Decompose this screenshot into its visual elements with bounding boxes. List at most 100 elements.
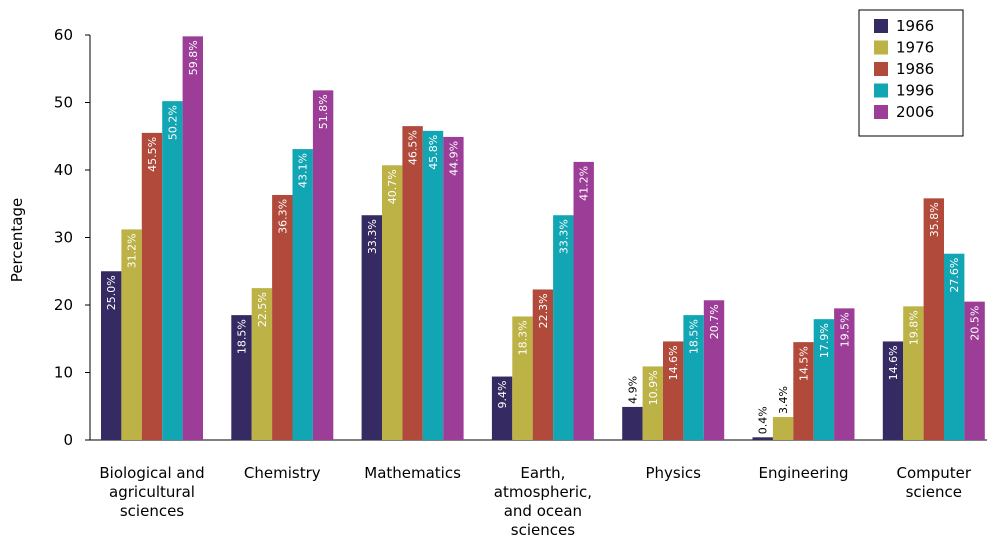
category-label-line: Earth,: [520, 464, 565, 482]
data-label: 46.5%: [407, 130, 420, 165]
data-label: 27.6%: [948, 258, 961, 293]
bar: [683, 315, 704, 440]
bar: [251, 288, 273, 440]
bar: [512, 316, 533, 440]
data-label: 20.5%: [969, 306, 982, 341]
data-label: 35.8%: [928, 202, 941, 237]
bar: [573, 161, 594, 440]
data-label: 36.3%: [276, 199, 289, 234]
data-label: 19.8%: [907, 310, 920, 345]
data-label: 40.7%: [386, 169, 399, 204]
category-label-line: sciences: [511, 521, 575, 539]
bar: [663, 341, 684, 440]
bar: [772, 417, 794, 440]
legend-label: 2006: [896, 103, 934, 121]
data-label: 14.6%: [667, 345, 680, 380]
bar: [553, 215, 574, 440]
bar: [292, 149, 313, 440]
data-label: 18.5%: [236, 319, 249, 354]
data-label: 59.8%: [187, 40, 200, 75]
data-label: 14.6%: [887, 345, 900, 380]
bar: [312, 90, 334, 440]
data-label: 0.4%: [757, 406, 770, 434]
category-label: Earth, atmospheric, and ocean sciences: [494, 464, 592, 539]
bar: [422, 130, 444, 440]
data-label: 43.1%: [297, 153, 310, 188]
plot-area: 0 10 20 30 40 50 60 25.0% 18.5% 33.3% 9.4% 4.9% 0.4%…: [54, 26, 987, 539]
bar: [813, 319, 835, 440]
bar: [382, 165, 403, 440]
bar: [532, 289, 554, 440]
bar: [182, 36, 203, 440]
data-label: 45.8%: [427, 135, 440, 170]
data-label: 20.7%: [708, 304, 721, 339]
bar: [793, 342, 814, 440]
data-label: 22.5%: [256, 292, 269, 327]
bar: [834, 308, 855, 440]
category-label: Computer science: [897, 464, 972, 501]
data-label: 17.9%: [818, 323, 831, 358]
bar: [231, 315, 252, 440]
legend-swatch: [874, 83, 888, 98]
legend-swatch: [874, 19, 888, 33]
category-label-line: Chemistry: [244, 464, 321, 482]
data-label: 3.4%: [777, 386, 790, 414]
category-label-line: Engineering: [759, 464, 849, 482]
bar: [923, 198, 944, 440]
legend-label: 1996: [896, 82, 934, 100]
data-label: 14.5%: [798, 346, 811, 381]
bar: [642, 366, 663, 440]
data-label: 4.9%: [626, 376, 639, 404]
bar: [361, 215, 382, 440]
legend-swatch: [874, 105, 888, 119]
data-label: 33.3%: [366, 219, 379, 254]
legend-label: 1976: [896, 39, 934, 57]
data-label: 50.2%: [166, 105, 179, 140]
category-label-line: agricultural: [109, 483, 195, 501]
y-tick-label: 60: [54, 26, 73, 44]
legend-label: 1986: [896, 60, 934, 78]
data-label: 41.2%: [578, 166, 591, 201]
data-label: 22.3%: [537, 293, 550, 328]
y-tick-label: 40: [54, 161, 73, 179]
y-tick-label: 50: [54, 94, 73, 112]
bar: [903, 306, 924, 440]
data-label: 25.0%: [105, 275, 118, 310]
y-axis-label: Percentage: [8, 198, 26, 282]
category-label: Biological and agricultural sciences: [99, 464, 204, 520]
data-label: 33.3%: [557, 219, 570, 254]
bar: [491, 376, 513, 440]
category-label-line: and ocean: [504, 502, 582, 520]
legend-swatch: [874, 40, 888, 55]
category-label-line: atmospheric,: [494, 483, 592, 501]
legend-label: 1966: [896, 17, 934, 35]
category-label-line: sciences: [120, 502, 184, 520]
bar: [622, 406, 643, 440]
data-label: 31.2%: [126, 233, 139, 268]
bar: [944, 253, 965, 440]
bar: [272, 194, 293, 440]
y-tick-label: 30: [54, 229, 73, 247]
legend-swatch: [874, 62, 888, 76]
category-label-line: Biological and: [99, 464, 204, 482]
category-label: Chemistry: [244, 464, 321, 482]
data-label: 44.9%: [447, 141, 460, 176]
bar: [703, 300, 725, 440]
bar: [402, 126, 423, 440]
bar: [141, 132, 163, 440]
bar: [162, 101, 183, 441]
category-label: Engineering: [759, 464, 849, 482]
bar: [882, 341, 904, 440]
category-label-line: Computer: [897, 464, 972, 482]
data-label: 18.3%: [517, 320, 530, 355]
data-label: 18.5%: [688, 319, 701, 354]
category-label: Physics: [645, 464, 701, 482]
category-label-line: Mathematics: [364, 464, 461, 482]
y-tick-label: 0: [63, 431, 73, 449]
category-label-line: science: [906, 483, 962, 501]
bar: [101, 271, 122, 440]
data-label: 45.5%: [146, 137, 159, 172]
category-label: Mathematics: [364, 464, 461, 482]
bar: [752, 437, 773, 440]
